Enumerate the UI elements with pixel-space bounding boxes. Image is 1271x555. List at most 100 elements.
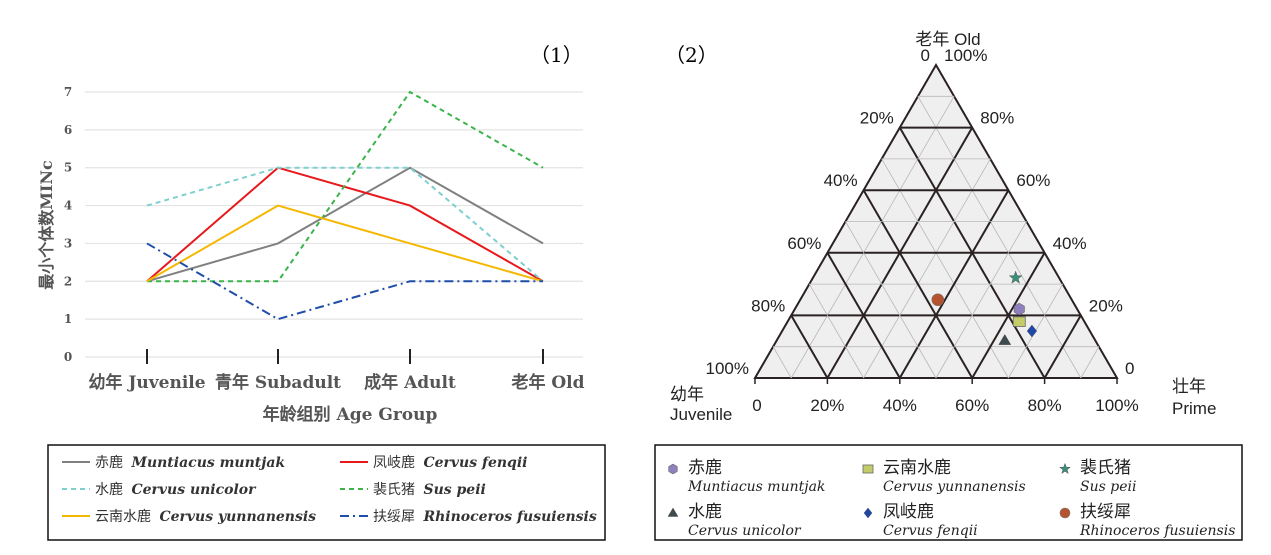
- legend-name-latin: Cervus yunnanensis: [883, 479, 1026, 495]
- legend-name-latin: Cervus unicolor: [131, 482, 257, 498]
- circle-marker: [1059, 507, 1071, 519]
- right-tick-label: 40%: [1053, 234, 1087, 253]
- right-axis-label-cn: 壮年: [1172, 377, 1206, 396]
- y-tick-label: 7: [64, 85, 72, 99]
- left-tick-label: 40%: [824, 171, 858, 190]
- square-marker: [1012, 316, 1026, 327]
- line-chart: （1） 0 1 2 3 4 5 6 7 幼年 Juvenile 青年 Subadult 成年 Ad…: [37, 43, 606, 541]
- circle-marker: [931, 293, 945, 307]
- legend-name-latin: Cervus unicolor: [688, 523, 802, 539]
- y-tick-label: 3: [64, 236, 72, 250]
- left-tick-label: 80%: [751, 296, 785, 315]
- right-tick-label: 80%: [980, 109, 1014, 128]
- diamond-marker: [1026, 324, 1038, 338]
- right-tick-label: 0: [1125, 359, 1134, 378]
- legend-name-cn: 扶绥犀: [373, 509, 419, 525]
- series-line-rhinoceros-fusuiensis: [146, 242, 543, 321]
- x-tick-label: 老年 Old: [510, 372, 584, 393]
- left-tick-label: 0: [921, 46, 930, 65]
- series-line-sus-peii: [147, 90, 544, 283]
- legend-name-latin: Rhinoceros fusuiensis: [1079, 523, 1235, 539]
- hexagon-marker: [668, 463, 678, 475]
- bottom-tick-label: 0: [752, 396, 761, 415]
- x-axis-label: 年龄组别 Age Group: [263, 404, 438, 425]
- bottom-tick-label: 60%: [955, 396, 989, 415]
- y-axis-label: 最小个体数MINc: [37, 160, 56, 290]
- left-tick-label: 100%: [706, 359, 749, 378]
- legend-name-cn: 水鹿: [688, 502, 722, 521]
- bottom-tick-label: 80%: [1028, 396, 1062, 415]
- hexagon-marker: [1013, 302, 1025, 316]
- x-tick-label: 成年 Adult: [364, 372, 456, 393]
- star-marker: [1008, 270, 1023, 284]
- series-line-cervus-yunnanensis: [146, 204, 544, 283]
- series-line-muntiacus-muntjak: [146, 166, 544, 283]
- legend-name-latin: Cervus fenqii: [883, 523, 978, 539]
- legend-name-cn: 水鹿: [95, 481, 127, 498]
- legend-name-latin: Sus peii: [1080, 479, 1136, 495]
- grid-juvenile: [845, 221, 937, 379]
- legend-name-latin: Sus peii: [423, 482, 485, 498]
- bottom-tick-label: 40%: [883, 396, 917, 415]
- left-axis-label-cn: 幼年: [670, 385, 704, 404]
- legend-name-latin: Muntiacus muntjak: [687, 479, 825, 495]
- legend-name-cn: 凤岐鹿: [373, 454, 419, 471]
- legend-box-2: [654, 444, 1243, 541]
- grid-juvenile: [790, 314, 829, 379]
- grid-prime: [790, 96, 955, 379]
- series-line-cervus-unicolor: [146, 166, 544, 283]
- grid-prime: [935, 221, 1027, 379]
- right-axis-label-en: Prime: [1172, 399, 1216, 418]
- legend-name-latin: Rhinoceros fusuiensis: [422, 509, 596, 525]
- y-tick-label: 0: [64, 350, 72, 364]
- legend-label: 扶绥犀 Rhinoceros fusuiensis: [373, 509, 597, 525]
- grid-prime: [1043, 314, 1082, 379]
- bottom-tick-label: 20%: [810, 396, 844, 415]
- ternary-chart: （2） 老年 Old 幼年 Juvenile 壮年 Prime 0 100%020…: [654, 30, 1243, 541]
- grid-juvenile: [881, 158, 1009, 379]
- grid-juvenile: [826, 252, 901, 379]
- right-tick-label: 60%: [1016, 171, 1050, 190]
- top-axis-label: 老年 Old: [915, 30, 980, 49]
- y-tick-label: 6: [64, 123, 72, 137]
- x-tick-label: 青年 Subadult: [215, 372, 341, 393]
- grid-juvenile: [808, 283, 864, 379]
- legend-name-cn: 裴氏猪: [373, 482, 419, 498]
- x-tick-label: 幼年 Juvenile: [88, 372, 205, 393]
- panel-label-2: （2）: [665, 43, 718, 67]
- legend-name-latin: Muntiacus muntjak: [130, 455, 285, 471]
- legend-name-cn: 赤鹿: [688, 458, 722, 477]
- star-marker: [1059, 462, 1071, 475]
- legend-name-cn: 赤鹿: [95, 454, 127, 471]
- square-marker: [862, 464, 874, 474]
- y-tick-label: 4: [64, 199, 72, 213]
- right-tick-label: 20%: [1089, 296, 1123, 315]
- triangle-marker: [667, 507, 679, 517]
- y-tick-label: 5: [64, 161, 72, 175]
- right-tick-label: 100%: [944, 46, 987, 65]
- legend-label: 裴氏猪 Sus peii: [373, 482, 486, 498]
- grid-prime: [971, 252, 1046, 379]
- grid-prime: [1080, 346, 1100, 379]
- bottom-tick-label: 100%: [1095, 396, 1138, 415]
- y-tick-label: 2: [64, 274, 72, 288]
- legend-label: 云南水鹿 Cervus yunnanensis: [95, 508, 316, 525]
- diamond-marker: [863, 507, 873, 519]
- legend-name-latin: Cervus yunnanensis: [159, 509, 316, 525]
- legend-name-cn: 云南水鹿: [883, 458, 951, 477]
- legend-name-cn: 扶绥犀: [1080, 502, 1131, 521]
- left-tick-label: 60%: [787, 234, 821, 253]
- panel-label-1: （1）: [530, 43, 583, 67]
- legend-name-latin: Cervus fenqii: [423, 455, 527, 471]
- legend-name-cn: 云南水鹿: [95, 508, 155, 525]
- left-axis-label-en: Juvenile: [670, 405, 732, 424]
- legend-label: 赤鹿 Muntiacus muntjak: [95, 454, 285, 471]
- left-tick-label: 20%: [860, 109, 894, 128]
- legend-name-cn: 裴氏猪: [1080, 458, 1131, 477]
- grid-juvenile: [917, 96, 1082, 379]
- legend-name-cn: 凤岐鹿: [883, 502, 934, 521]
- y-tick-label: 1: [64, 312, 72, 326]
- legend-box-1: [47, 444, 606, 541]
- legend-label: 凤岐鹿 Cervus fenqii: [373, 454, 527, 471]
